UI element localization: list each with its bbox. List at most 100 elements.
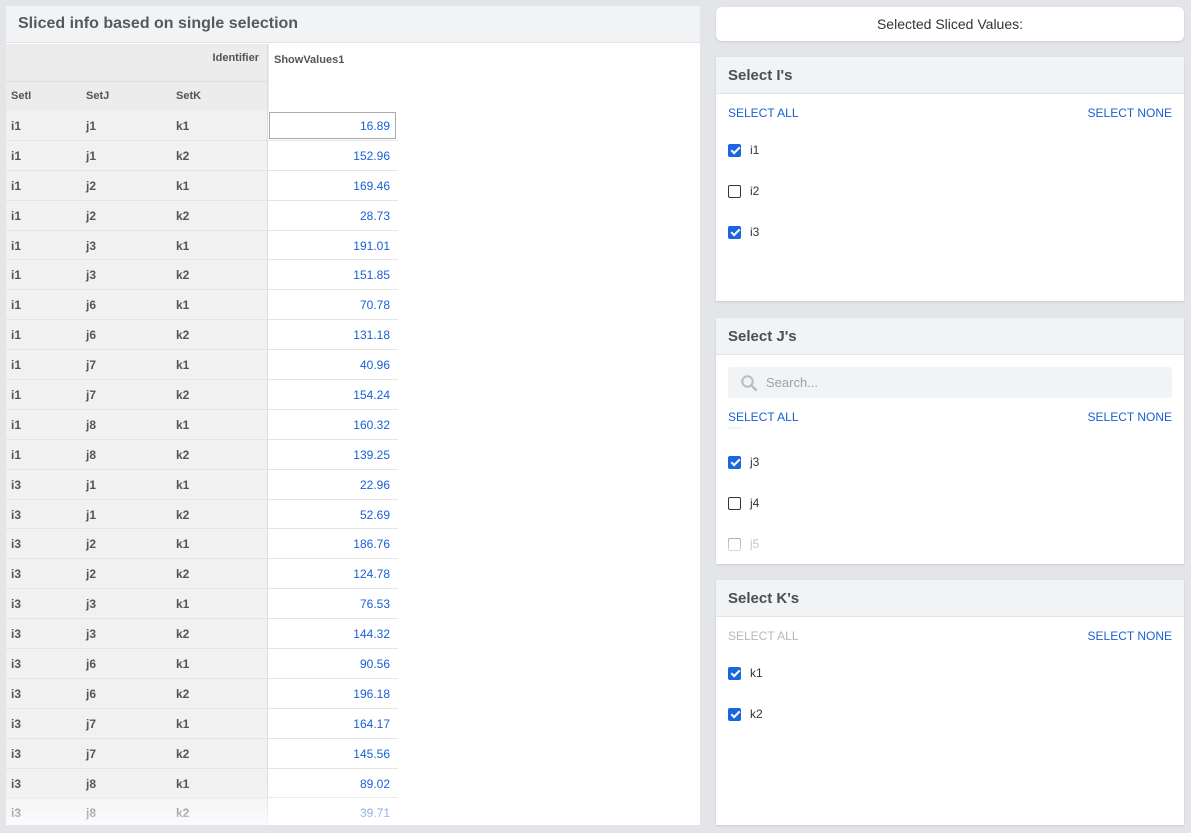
cell-setk: k2 <box>171 678 268 708</box>
checkbox-option-j4[interactable]: j4 <box>728 496 759 510</box>
table-row: i3 j1 k1 22.96 <box>6 469 398 500</box>
value-cell[interactable]: 151.85 <box>268 260 397 290</box>
cell-setk: k2 <box>171 140 268 170</box>
table-row: i1 j8 k2 139.25 <box>6 439 398 470</box>
checkbox-option-j5[interactable]: j5 <box>728 537 759 551</box>
selection-links: SELECT ALL SELECT NONE <box>716 629 1184 649</box>
value-cell[interactable]: 70.78 <box>268 290 397 320</box>
value-cell[interactable]: 196.18 <box>268 678 397 708</box>
table-row: i1 j1 k2 152.96 <box>6 140 398 171</box>
cell-setk: k1 <box>171 170 268 200</box>
cell-setk: k1 <box>171 768 268 798</box>
checkbox-icon[interactable] <box>728 537 741 551</box>
cell-setk: k1 <box>171 529 268 559</box>
cell-setk: k2 <box>171 380 268 409</box>
value-cell[interactable]: 154.24 <box>268 380 397 409</box>
table-row: i1 j2 k2 28.73 <box>6 200 398 231</box>
value-cell[interactable]: 131.18 <box>268 320 397 350</box>
table-row: i1 j3 k1 191.01 <box>6 230 398 261</box>
select-all-button[interactable]: SELECT ALL <box>728 106 799 120</box>
checkbox-icon[interactable] <box>728 496 741 510</box>
value-column-label: ShowValues1 <box>274 54 345 66</box>
options-scroll-list[interactable]: j3 j4 j5 <box>716 426 1184 552</box>
cell-seti: i1 <box>6 439 81 469</box>
cell-setj: j1 <box>81 499 171 529</box>
column-header-setk[interactable]: SetK <box>176 90 202 102</box>
value-cell[interactable]: 160.32 <box>268 409 397 439</box>
cell-seti: i1 <box>6 260 81 290</box>
value-cell[interactable]: 90.56 <box>268 649 397 678</box>
cell-seti: i3 <box>6 589 81 619</box>
cell-setj: j1 <box>81 140 171 170</box>
value-cell[interactable]: 145.56 <box>268 738 397 768</box>
cell-setj: j2 <box>81 200 171 230</box>
value-column-header[interactable]: ShowValues1 <box>269 44 398 111</box>
cell-setj: j8 <box>81 768 171 798</box>
checkbox-icon[interactable] <box>728 455 741 469</box>
value-cell[interactable]: 144.32 <box>268 619 397 649</box>
cell-setj: j6 <box>81 320 171 350</box>
checkbox-icon[interactable] <box>728 707 741 721</box>
checkbox-option-k1[interactable]: k1 <box>728 666 763 680</box>
table-row: i1 j6 k1 70.78 <box>6 290 398 321</box>
cell-seti: i1 <box>6 380 81 409</box>
checkbox-option-j3[interactable]: j3 <box>728 455 759 469</box>
cell-setj: j3 <box>81 619 171 649</box>
value-cell[interactable]: 169.46 <box>268 170 397 200</box>
checkbox-option-i2[interactable]: i2 <box>728 184 759 198</box>
checkbox-icon[interactable] <box>728 184 741 198</box>
cell-setj: j8 <box>81 798 171 825</box>
cell-seti: i1 <box>6 409 81 439</box>
cell-seti: i1 <box>6 140 81 170</box>
value-cell[interactable]: 186.76 <box>268 529 397 559</box>
value-cell[interactable]: 22.96 <box>268 469 397 499</box>
panel-title: Select J's <box>716 318 1184 355</box>
cell-setj: j3 <box>81 589 171 619</box>
cell-setj: j1 <box>81 111 171 140</box>
select-none-button[interactable]: SELECT NONE <box>1087 629 1172 643</box>
column-header-setj[interactable]: SetJ <box>86 90 110 102</box>
column-header-seti[interactable]: SetI <box>11 90 32 102</box>
cell-setj: j7 <box>81 708 171 738</box>
value-cell[interactable]: 76.53 <box>268 589 397 619</box>
sliced-info-card: Sliced info based on single selection Id… <box>6 6 700 825</box>
cell-setk: k1 <box>171 409 268 439</box>
checkbox-icon[interactable] <box>728 225 741 239</box>
cell-setj: j6 <box>81 678 171 708</box>
checkbox-icon[interactable] <box>728 666 741 680</box>
cell-seti: i3 <box>6 619 81 649</box>
table-row: i3 j3 k1 76.53 <box>6 589 398 620</box>
select-none-button[interactable]: SELECT NONE <box>1087 410 1172 424</box>
value-cell[interactable]: 164.17 <box>268 708 397 738</box>
value-cell[interactable]: 89.02 <box>268 768 397 798</box>
value-cell[interactable]: 52.69 <box>268 499 397 529</box>
table-row: i1 j6 k2 131.18 <box>6 320 398 351</box>
value-cell[interactable]: 39.71 <box>268 798 397 825</box>
checkbox-option-i3[interactable]: i3 <box>728 225 759 239</box>
search-input[interactable] <box>766 375 1146 390</box>
cell-setk: k2 <box>171 439 268 469</box>
table-row: i3 j2 k2 124.78 <box>6 559 398 590</box>
value-cell[interactable]: 16.89 <box>268 111 397 140</box>
checkbox-icon[interactable] <box>728 143 741 157</box>
selection-links: SELECT ALL SELECT NONE <box>716 410 1184 430</box>
value-cell[interactable]: 28.73 <box>268 200 397 230</box>
checkbox-option-i1[interactable]: i1 <box>728 143 759 157</box>
value-cell[interactable]: 152.96 <box>268 140 397 170</box>
select-all-button[interactable]: SELECT ALL <box>728 629 799 643</box>
select-none-button[interactable]: SELECT NONE <box>1087 106 1172 120</box>
table-body: i1 j1 k1 16.89 i1 j1 k2 152.96 i1 j2 k1 169.46 i1 j2 k… <box>6 111 398 825</box>
cell-setj: j2 <box>81 170 171 200</box>
cell-seti: i3 <box>6 738 81 768</box>
select-all-button[interactable]: SELECT ALL <box>728 410 799 424</box>
value-cell[interactable]: 124.78 <box>268 559 397 589</box>
cell-setk: k1 <box>171 350 268 380</box>
table-row: i1 j2 k1 169.46 <box>6 170 398 201</box>
value-cell[interactable]: 40.96 <box>268 350 397 380</box>
search-box[interactable] <box>728 367 1172 398</box>
value-cell[interactable]: 191.01 <box>268 230 397 260</box>
checkbox-option-k2[interactable]: k2 <box>728 707 763 721</box>
table-row: i1 j3 k2 151.85 <box>6 260 398 291</box>
value-cell[interactable]: 139.25 <box>268 439 397 469</box>
table-row: i3 j1 k2 52.69 <box>6 499 398 530</box>
